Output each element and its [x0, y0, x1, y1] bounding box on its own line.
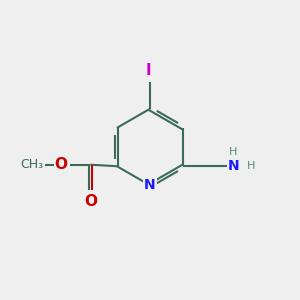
Text: N: N — [227, 159, 239, 173]
Text: O: O — [54, 157, 68, 172]
Text: H: H — [247, 161, 255, 171]
Text: H: H — [229, 147, 237, 158]
Text: CH₃: CH₃ — [20, 158, 43, 171]
Text: I: I — [146, 63, 151, 78]
Text: O: O — [84, 194, 97, 209]
Text: N: N — [144, 178, 156, 192]
